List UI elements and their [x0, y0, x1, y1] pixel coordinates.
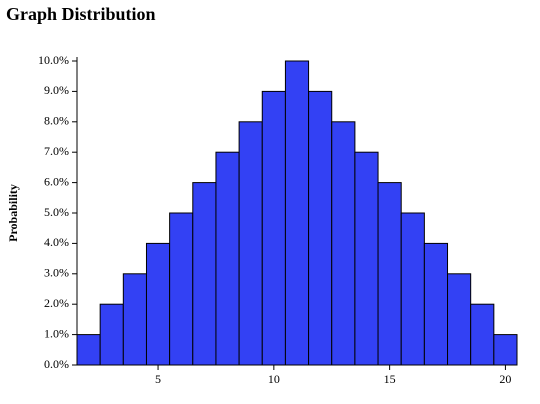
- y-tick-label: 7.0%: [44, 144, 69, 158]
- bar: [354, 151, 379, 366]
- bar: [215, 151, 240, 366]
- y-tick-label: 5.0%: [44, 205, 69, 219]
- y-tick-label: 1.0%: [44, 326, 69, 340]
- bar: [99, 303, 124, 366]
- y-tick-label: 8.0%: [44, 114, 69, 128]
- y-tick-label: 10.0%: [38, 53, 69, 67]
- y-tick-label: 0.0%: [44, 357, 69, 371]
- x-tick-label: 20: [499, 372, 511, 386]
- bar: [145, 242, 171, 366]
- y-tick-label: 9.0%: [44, 83, 69, 97]
- bar: [447, 273, 472, 366]
- y-tick-label: 4.0%: [44, 235, 69, 249]
- bar: [423, 242, 449, 366]
- bar: [400, 212, 425, 366]
- bar: [261, 90, 286, 366]
- bar: [122, 273, 147, 366]
- chart-title: Graph Distribution: [6, 4, 156, 24]
- y-tick-label: 2.0%: [44, 296, 69, 310]
- bar: [308, 90, 333, 366]
- bar: [284, 60, 310, 366]
- bar: [76, 334, 101, 366]
- y-tick-label: 3.0%: [44, 266, 69, 280]
- bar: [192, 182, 217, 366]
- bar: [470, 303, 495, 366]
- bar: [331, 121, 356, 366]
- bar: [377, 182, 402, 366]
- x-tick-label: 10: [268, 372, 280, 386]
- bar: [238, 121, 263, 366]
- x-tick-label: 5: [155, 372, 161, 386]
- y-tick-label: 6.0%: [44, 174, 69, 188]
- x-tick-label: 15: [384, 372, 396, 386]
- bar: [493, 334, 518, 366]
- y-axis-label: Probability: [6, 184, 20, 242]
- bar: [169, 212, 194, 366]
